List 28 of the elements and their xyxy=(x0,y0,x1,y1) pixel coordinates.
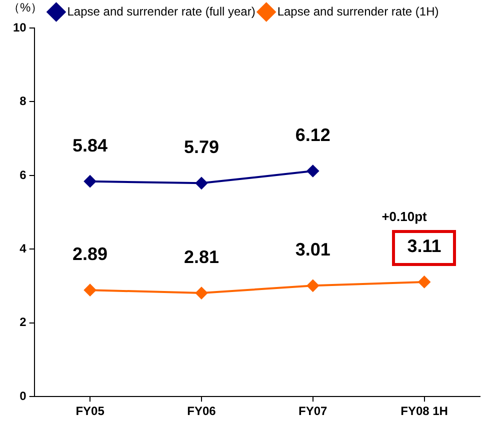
point xyxy=(84,175,96,188)
x-tick-label: FY07 xyxy=(298,404,328,418)
data-label: 6.12 xyxy=(295,124,330,145)
point xyxy=(306,165,319,178)
data-label: 5.84 xyxy=(72,135,108,156)
point xyxy=(418,276,430,288)
point xyxy=(306,280,319,292)
y-tick-label: 4 xyxy=(20,241,27,256)
data-label: 3.11 xyxy=(407,236,442,256)
data-label: 2.81 xyxy=(184,246,219,267)
data-label: 5.79 xyxy=(184,137,219,158)
data-label: 2.89 xyxy=(72,244,108,264)
annotation: +0.10pt xyxy=(382,209,428,224)
point xyxy=(195,287,208,300)
x-tick-label: FY08 1H xyxy=(400,404,448,418)
y-tick-label: 2 xyxy=(20,315,27,330)
y-tick-label: 8 xyxy=(20,94,27,108)
y-axis-title: （%） xyxy=(8,0,43,14)
x-tick-label: FY05 xyxy=(76,404,105,418)
point xyxy=(84,284,96,296)
point xyxy=(195,177,208,190)
x-tick-label: FY06 xyxy=(187,404,216,418)
y-tick-label: 6 xyxy=(20,168,27,182)
data-label: 3.01 xyxy=(295,240,330,260)
legend-label: Lapse and surrender rate (1H) xyxy=(277,4,439,18)
legend-label: Lapse and surrender rate (full year) xyxy=(67,4,256,18)
y-tick-label: 10 xyxy=(12,20,27,34)
y-tick-label: 0 xyxy=(20,388,27,403)
